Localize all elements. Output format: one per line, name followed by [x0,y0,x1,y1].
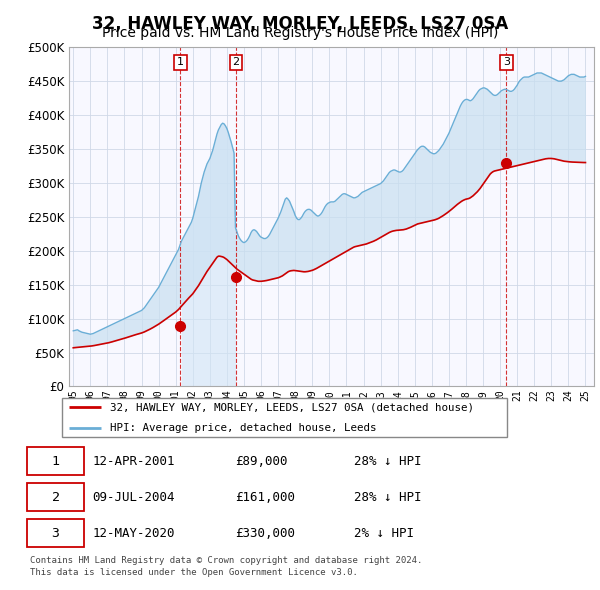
Text: £89,000: £89,000 [235,454,288,467]
Text: 12-APR-2001: 12-APR-2001 [92,454,175,467]
Text: 28% ↓ HPI: 28% ↓ HPI [354,454,421,467]
FancyBboxPatch shape [28,483,84,512]
Text: 32, HAWLEY WAY, MORLEY, LEEDS, LS27 0SA (detached house): 32, HAWLEY WAY, MORLEY, LEEDS, LS27 0SA … [110,402,473,412]
Text: This data is licensed under the Open Government Licence v3.0.: This data is licensed under the Open Gov… [30,568,358,577]
Text: 2: 2 [232,57,239,67]
Text: 3: 3 [503,57,510,67]
Text: HPI: Average price, detached house, Leeds: HPI: Average price, detached house, Leed… [110,422,376,432]
Text: 32, HAWLEY WAY, MORLEY, LEEDS, LS27 0SA: 32, HAWLEY WAY, MORLEY, LEEDS, LS27 0SA [92,15,508,33]
Text: 2% ↓ HPI: 2% ↓ HPI [354,527,414,540]
FancyBboxPatch shape [62,398,507,437]
Text: 1: 1 [177,57,184,67]
Text: Contains HM Land Registry data © Crown copyright and database right 2024.: Contains HM Land Registry data © Crown c… [30,556,422,565]
Text: 12-MAY-2020: 12-MAY-2020 [92,527,175,540]
Text: 1: 1 [52,454,59,467]
Text: 28% ↓ HPI: 28% ↓ HPI [354,490,421,504]
FancyBboxPatch shape [28,519,84,548]
Text: £330,000: £330,000 [235,527,295,540]
FancyBboxPatch shape [28,447,84,476]
Text: Price paid vs. HM Land Registry's House Price Index (HPI): Price paid vs. HM Land Registry's House … [102,26,498,40]
Text: 3: 3 [52,527,59,540]
Text: 09-JUL-2004: 09-JUL-2004 [92,490,175,504]
Text: £161,000: £161,000 [235,490,295,504]
Text: 2: 2 [52,490,59,504]
